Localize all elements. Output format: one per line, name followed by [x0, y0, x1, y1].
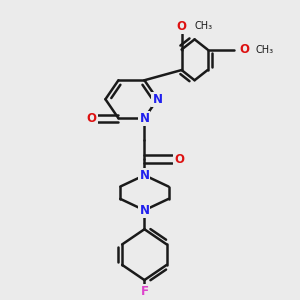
Text: O: O — [174, 153, 184, 166]
Text: O: O — [177, 20, 187, 33]
Text: N: N — [152, 93, 162, 106]
Text: N: N — [140, 169, 149, 182]
Text: F: F — [140, 285, 148, 298]
Text: CH₃: CH₃ — [195, 21, 213, 31]
Text: O: O — [240, 43, 250, 56]
Text: O: O — [87, 112, 97, 125]
Text: N: N — [140, 204, 149, 217]
Text: N: N — [140, 112, 149, 125]
Text: CH₃: CH₃ — [256, 45, 274, 55]
